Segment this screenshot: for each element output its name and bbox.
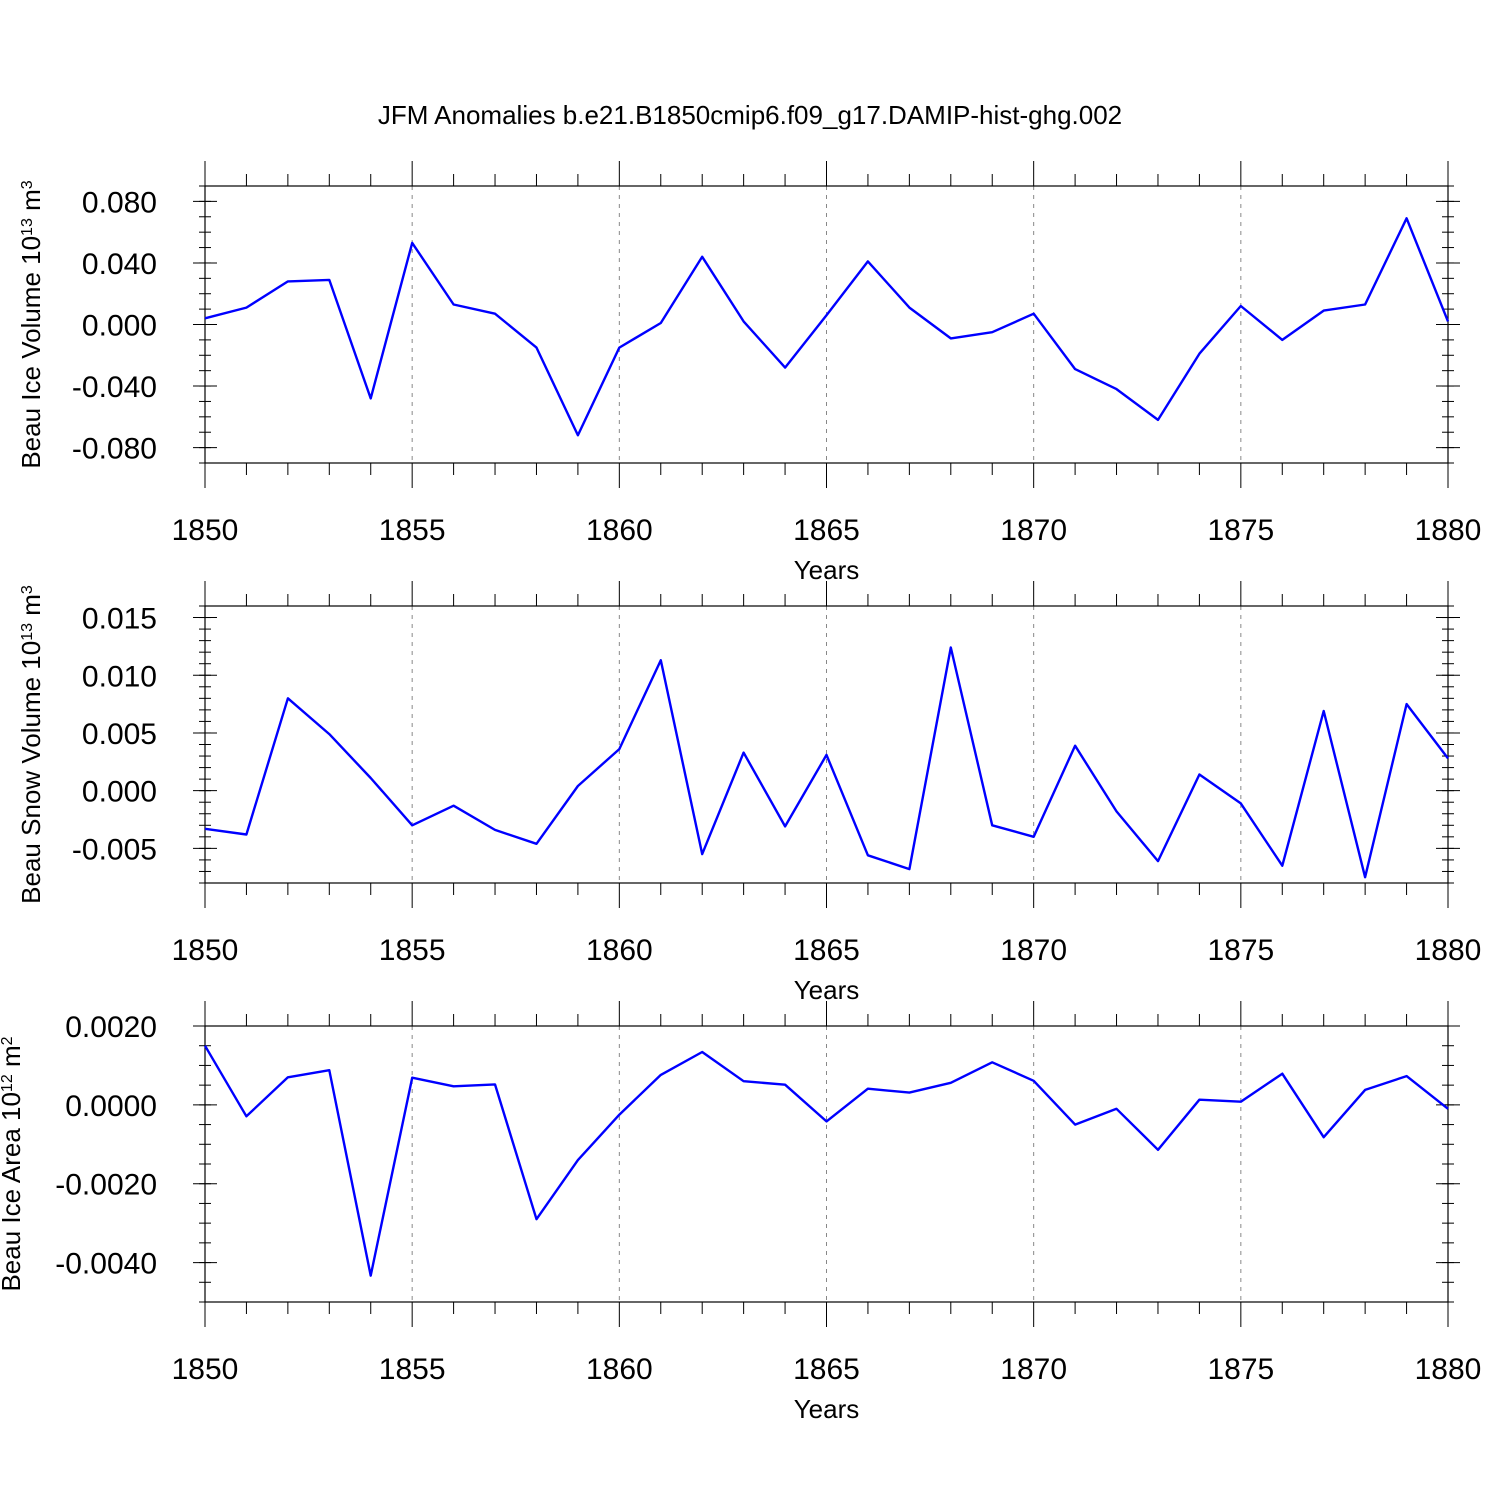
y-axis-label-unit-power: 3: [19, 180, 36, 189]
y-axis-label-name: Beau Ice Area: [0, 1121, 26, 1292]
y-tick-label: 0.000: [82, 310, 157, 343]
y-axis-label-unit-base: 10: [16, 641, 46, 670]
y-axis-label-unit-exponent: 13: [19, 623, 36, 641]
y-tick-label: 0.000: [82, 776, 157, 809]
panel-3: -0.0040 -0.0020 0.0000 0.0020 1850 1855 1860 18…: [0, 1001, 1481, 1424]
x-axis-label: Years: [794, 975, 860, 1005]
y-axis-label-unit: m: [0, 1045, 26, 1074]
y-tick-label: -0.080: [72, 433, 157, 466]
x-tick-label: 1860: [586, 934, 653, 967]
x-tick-label: 1880: [1415, 1353, 1482, 1386]
series-line: [204, 217, 1450, 437]
x-tick-label: 1880: [1415, 934, 1482, 967]
x-tick-label: 1850: [172, 934, 239, 967]
x-tick-label: 1850: [172, 1353, 239, 1386]
y-axis-label-name: Beau Ice Volume: [16, 265, 46, 469]
y-tick-label: 0.0020: [65, 1011, 157, 1044]
x-axis-label: Years: [794, 555, 860, 585]
figure-title: JFM Anomalies b.e21.B1850cmip6.f09_g17.D…: [378, 100, 1122, 130]
y-axis-label-unit: m: [16, 189, 46, 218]
y-axis-label-name: Beau Snow Volume: [16, 670, 46, 904]
y-tick-label: -0.040: [72, 371, 157, 404]
x-tick-label: 1880: [1415, 514, 1482, 547]
y-axis-label-unit-base: 10: [16, 236, 46, 265]
y-tick-label: -0.005: [72, 833, 157, 866]
x-tick-label: 1870: [1000, 514, 1067, 547]
y-axis-label-unit-power: 3: [19, 585, 36, 594]
y-tick-label: -0.0020: [55, 1169, 157, 1202]
y-tick-label: -0.0040: [55, 1248, 157, 1281]
y-axis-label-unit-power: 2: [0, 1036, 16, 1045]
y-axis-label-unit: m: [16, 594, 46, 623]
y-axis-label: Beau Snow Volume 1013 m3: [16, 585, 46, 904]
y-axis-label-unit-exponent: 13: [19, 218, 36, 236]
y-axis-label: Beau Ice Volume 1013 m3: [16, 180, 46, 468]
x-tick-label: 1860: [586, 514, 653, 547]
y-tick-label: 0.010: [82, 660, 157, 693]
x-tick-label: 1850: [172, 514, 239, 547]
y-axis-label: Beau Ice Area 1012 m2: [0, 1036, 26, 1291]
x-tick-label: 1855: [379, 1353, 446, 1386]
panel-1: -0.080 -0.040 0.000 0.040 0.080 1850 1855 1860 1…: [16, 161, 1481, 585]
y-axis-label-unit-base: 10: [0, 1092, 26, 1121]
x-axis-label: Years: [794, 1394, 860, 1424]
x-tick-label: 1875: [1207, 514, 1274, 547]
panel-2: -0.005 0.000 0.005 0.010 0.015 1850 1855 1860 18…: [16, 581, 1481, 1005]
x-tick-label: 1865: [793, 514, 860, 547]
y-tick-label: 0.015: [82, 603, 157, 636]
x-tick-label: 1865: [793, 934, 860, 967]
series-line: [203, 1045, 1449, 1277]
series-line: [204, 646, 1449, 879]
x-tick-label: 1855: [379, 934, 446, 967]
panels-container: -0.080 -0.040 0.000 0.040 0.080 1850 1855 1860 1…: [0, 161, 1481, 1424]
x-tick-label: 1875: [1207, 1353, 1274, 1386]
x-tick-label: 1870: [1000, 934, 1067, 967]
y-axis-label-unit-exponent: 12: [0, 1074, 16, 1092]
y-tick-label: 0.0000: [65, 1090, 157, 1123]
y-tick-label: 0.040: [82, 248, 157, 281]
x-tick-label: 1875: [1207, 934, 1274, 967]
x-tick-label: 1855: [379, 514, 446, 547]
x-tick-label: 1870: [1000, 1353, 1067, 1386]
x-tick-label: 1860: [586, 1353, 653, 1386]
x-tick-label: 1865: [793, 1353, 860, 1386]
y-tick-label: 0.005: [82, 718, 157, 751]
y-tick-label: 0.080: [82, 186, 157, 219]
